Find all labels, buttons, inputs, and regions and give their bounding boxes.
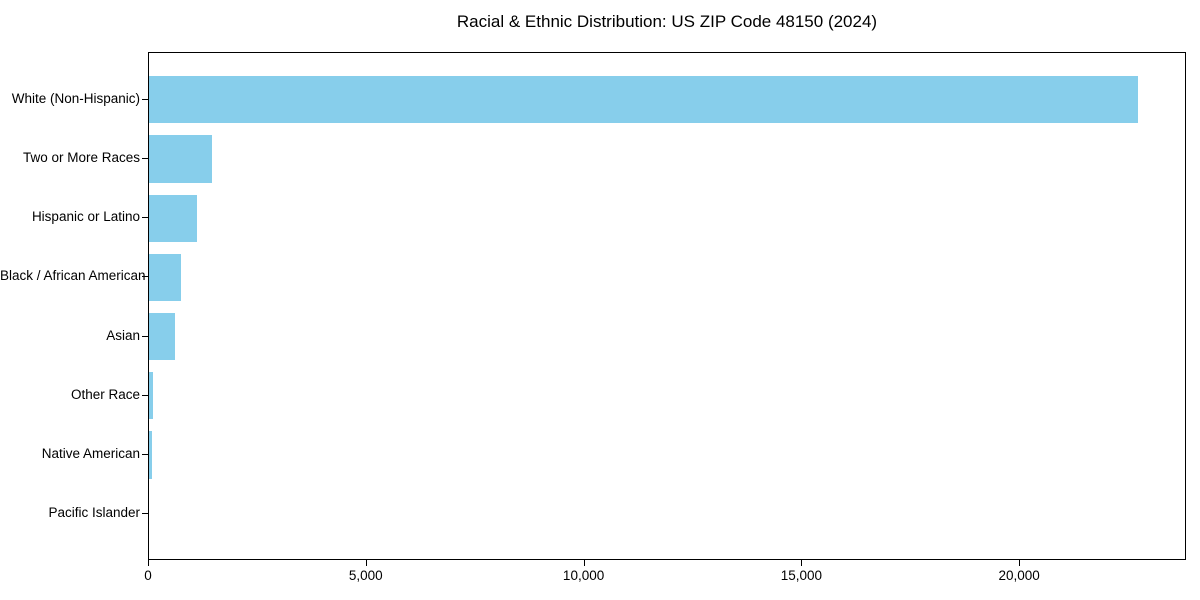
x-tick-label: 10,000 [562, 568, 605, 583]
bar-asian [149, 312, 176, 361]
y-tick-label-native-american: Native American [41, 446, 140, 462]
plot-area [148, 52, 1186, 560]
y-tick-label-pacific-islander: Pacific Islander [48, 505, 140, 521]
x-tick-mark [583, 560, 585, 566]
y-tick-label-black-african-american: Black / African American [0, 268, 146, 284]
bar-other-race [149, 372, 154, 420]
bar-black-african-american [149, 253, 181, 302]
x-tick-label: 20,000 [998, 568, 1040, 583]
bar-white-non-hispanic [149, 76, 1138, 124]
bar-native-american [149, 431, 152, 479]
y-tick-mark [142, 98, 148, 100]
chart-title: Racial & Ethnic Distribution: US ZIP Cod… [456, 12, 878, 31]
y-tick-label-other-race: Other Race [70, 386, 140, 402]
y-tick-mark [142, 217, 148, 219]
x-tick-label: 5,000 [348, 568, 383, 583]
y-tick-label-two-or-more-races: Two or More Races [22, 149, 140, 165]
bar-two-or-more-races [149, 135, 213, 183]
x-tick-label: 15,000 [780, 568, 823, 583]
y-tick-mark [142, 454, 148, 456]
y-tick-label-hispanic-or-latino: Hispanic or Latino [31, 209, 140, 225]
x-tick-mark [148, 560, 149, 566]
x-tick-mark [801, 560, 803, 566]
x-tick-mark [365, 560, 367, 566]
y-tick-mark [142, 157, 148, 159]
y-tick-mark [142, 394, 148, 396]
bar-hispanic-or-latino [149, 194, 197, 242]
y-tick-mark [142, 513, 148, 515]
x-tick-label: 0 [144, 568, 152, 583]
y-tick-label-asian: Asian [106, 327, 140, 343]
y-tick-label-white-non-hispanic: White (Non-Hispanic) [11, 90, 140, 106]
y-tick-mark [142, 276, 148, 278]
x-tick-mark [1019, 560, 1021, 566]
y-tick-mark [142, 335, 148, 337]
